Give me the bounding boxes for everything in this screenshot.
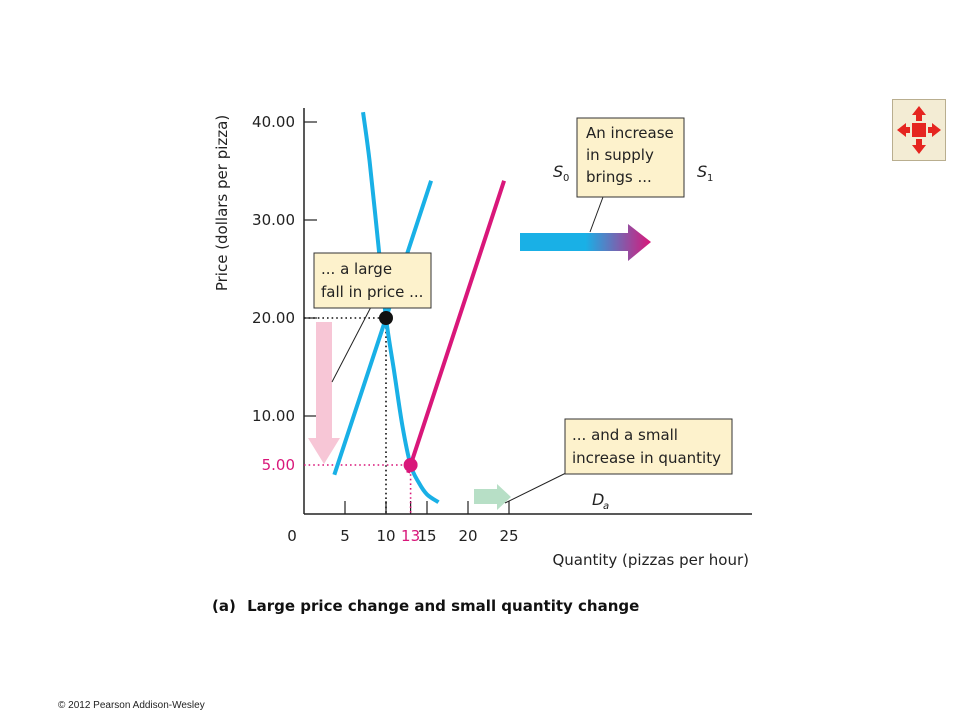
svg-text:... and a small increase: ... and a small increase in quantity (572, 426, 721, 467)
x-tick-label: 5 (340, 527, 350, 545)
svg-text:a: a (603, 501, 609, 512)
y-tick-label: 5.00 (262, 456, 295, 474)
price-fall-arrow (308, 322, 340, 464)
y-tick-label: 20.00 (252, 309, 295, 327)
callout-price-line2: fall in price ... (321, 283, 423, 301)
series-label-s1: S 1 (697, 162, 713, 184)
y-tick-label: 10.00 (252, 407, 295, 425)
copyright: © 2012 Pearson Addison-Wesley (58, 700, 205, 711)
callout-price: ... a large fall in price ... (313, 252, 432, 309)
supply-shift-arrow (520, 224, 651, 261)
series-line-s1 (406, 180, 506, 474)
callout-quantity: ... and a small increase in quantity (564, 418, 733, 475)
svg-text:... a large fall in pric: ... a large fall in price ... (321, 260, 423, 301)
fit-to-screen-button[interactable] (892, 99, 946, 161)
svg-text:0: 0 (563, 173, 569, 184)
x-tick-label: 10 (376, 527, 395, 545)
callout-supply-line3: brings ... (586, 168, 652, 186)
svg-text:An increase in supply: An increase in supply brings ... (586, 124, 679, 186)
x-tick-label: 0 (287, 527, 297, 545)
y-tick-label: 40.00 (252, 113, 295, 131)
svg-text:1: 1 (707, 173, 713, 184)
series-line-da (361, 111, 440, 504)
quantity-increase-arrow (474, 484, 511, 510)
callout-supply-line1: An increase (586, 124, 674, 142)
series-label-s0: S 0 (553, 162, 569, 184)
callout-price-line1: ... a large (321, 260, 392, 278)
callout-leader-quantity (504, 471, 569, 504)
svg-text:(a) Large price change and: (a) Large price change and small quantit… (212, 597, 639, 615)
x-tick-label: 20 (458, 527, 477, 545)
caption: Large price change and small quantity ch… (247, 597, 639, 615)
callout-leader-supply (589, 196, 604, 233)
callout-leader-price (331, 304, 373, 383)
svg-text:D: D (592, 490, 604, 509)
series-label-da: D a (592, 490, 609, 512)
svg-text:S: S (553, 162, 563, 181)
equilibrium-point (403, 458, 418, 472)
x-tick-label: 15 (417, 527, 436, 545)
callout-supply: An increase in supply brings ... (576, 117, 685, 198)
callout-quantity-line1: ... and a small (572, 426, 678, 444)
callout-quantity-line2: increase in quantity (572, 449, 721, 467)
y-axis-title: Price (dollars per pizza) (213, 115, 231, 291)
x-tick-label: 25 (499, 527, 518, 545)
svg-text:S: S (697, 162, 707, 181)
equilibrium-point (379, 311, 393, 325)
callout-supply-line2: in supply (586, 146, 654, 164)
x-axis-title: Quantity (pizzas per hour) (552, 551, 749, 569)
fit-to-screen-icon (897, 106, 941, 154)
caption-prefix: (a) (212, 597, 236, 615)
series-line-s0 (332, 180, 433, 476)
x-tick-label: 13 (401, 527, 420, 545)
y-tick-label: 30.00 (252, 211, 295, 229)
